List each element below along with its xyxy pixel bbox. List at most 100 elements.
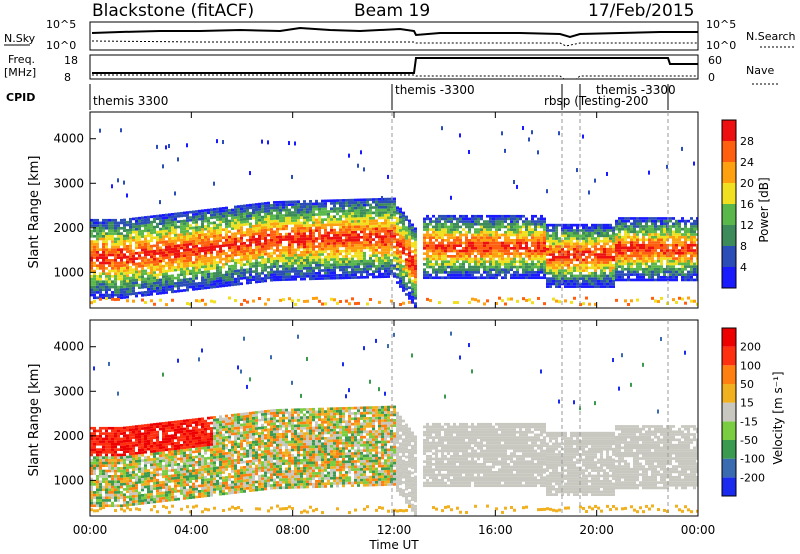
heatmap-cell xyxy=(579,277,582,280)
heatmap-cell xyxy=(468,225,471,229)
heatmap-cell xyxy=(315,253,318,256)
heatmap-cell xyxy=(378,240,381,244)
heatmap-cell xyxy=(564,269,567,272)
heatmap-cell xyxy=(663,267,666,271)
heatmap-cell xyxy=(129,284,132,288)
heatmap-cell xyxy=(486,252,489,255)
heatmap-cell xyxy=(357,276,360,279)
heatmap-cell xyxy=(162,251,165,255)
heatmap-cell xyxy=(609,274,612,278)
heatmap-cell xyxy=(150,247,153,251)
heatmap-cell xyxy=(492,222,495,226)
heatmap-cell xyxy=(249,233,252,236)
heatmap-cell xyxy=(411,231,414,235)
heatmap-cell xyxy=(96,232,99,235)
heatmap-cell xyxy=(375,222,378,225)
heatmap-cell xyxy=(405,261,408,264)
heatmap-cell xyxy=(330,207,333,211)
heatmap-cell xyxy=(252,208,255,212)
heatmap-cell xyxy=(369,243,372,247)
heatmap-cell xyxy=(642,257,645,260)
heatmap-cell xyxy=(438,254,441,258)
heatmap-cell xyxy=(540,220,543,223)
heatmap-cell xyxy=(429,249,432,253)
heatmap-cell xyxy=(414,286,417,289)
heatmap-cell xyxy=(636,225,639,228)
heatmap-cell xyxy=(294,208,297,212)
heatmap-cell xyxy=(102,256,105,259)
heatmap-cell xyxy=(540,271,543,274)
heatmap-cell xyxy=(501,217,504,221)
heatmap-cell xyxy=(231,264,234,268)
heatmap-cell xyxy=(681,241,684,244)
heatmap-cell xyxy=(615,246,618,250)
heatmap-cell xyxy=(363,233,366,236)
heatmap-cell xyxy=(399,207,402,211)
heatmap-cell xyxy=(363,167,365,172)
heatmap-cell xyxy=(354,238,357,242)
heatmap-cell xyxy=(468,149,470,154)
heatmap-cell xyxy=(522,220,525,223)
heatmap-cell xyxy=(576,266,579,270)
heatmap-cell xyxy=(528,233,531,237)
heatmap-cell xyxy=(255,243,258,246)
heatmap-cell xyxy=(531,222,534,226)
heatmap-cell xyxy=(666,219,669,223)
heatmap-cell xyxy=(621,267,624,271)
heatmap-cell xyxy=(312,272,315,275)
heatmap-cell xyxy=(603,253,606,256)
heatmap-cell xyxy=(438,220,441,223)
heatmap-cell xyxy=(573,274,576,278)
heatmap-cell xyxy=(519,257,522,261)
heatmap-cell xyxy=(165,264,168,268)
heatmap-cell xyxy=(264,212,267,216)
heatmap-cell xyxy=(510,233,513,237)
heatmap-cell xyxy=(498,296,501,300)
heatmap-cell xyxy=(369,273,372,276)
heatmap-cell xyxy=(153,257,156,261)
heatmap-cell xyxy=(300,256,303,260)
heatmap-cell xyxy=(321,250,324,254)
heatmap-cell xyxy=(375,206,378,209)
heatmap-cell xyxy=(507,260,510,264)
nsky-trace xyxy=(91,26,698,39)
heatmap-cell xyxy=(141,285,144,289)
heatmap-cell xyxy=(210,275,213,278)
heatmap-cell xyxy=(252,264,255,268)
heatmap-cell xyxy=(309,272,312,275)
heatmap-cell xyxy=(348,220,351,223)
heatmap-cell xyxy=(177,236,180,240)
heatmap-cell xyxy=(159,241,162,244)
heatmap-cell xyxy=(357,246,360,250)
heatmap-cell xyxy=(387,261,390,265)
heatmap-cell xyxy=(198,260,201,264)
heatmap-cell xyxy=(621,227,624,231)
heatmap-cell xyxy=(378,216,381,220)
heatmap-cell xyxy=(405,258,408,262)
heatmap-cell xyxy=(528,298,531,302)
heatmap-cell xyxy=(363,201,366,204)
heatmap-cell xyxy=(360,273,363,277)
heatmap-cell xyxy=(516,271,519,274)
heatmap-cell xyxy=(159,235,162,239)
heatmap-cell xyxy=(219,228,222,232)
heatmap-cell xyxy=(147,221,150,224)
heatmap-cell xyxy=(543,276,546,280)
heatmap-cell xyxy=(501,241,504,245)
heatmap-cell xyxy=(468,265,471,269)
heatmap-cell xyxy=(357,233,360,237)
heatmap-cell xyxy=(399,279,402,283)
heatmap-cell xyxy=(336,236,339,240)
heatmap-cell xyxy=(405,247,408,251)
heatmap-cell xyxy=(657,225,660,228)
heatmap-cell xyxy=(516,230,519,234)
heatmap-cell xyxy=(216,274,219,278)
heatmap-cell xyxy=(195,282,198,286)
heatmap-cell xyxy=(183,214,186,217)
heatmap-cell xyxy=(198,233,201,237)
heatmap-cell xyxy=(96,256,99,259)
heatmap-cell xyxy=(129,279,132,283)
heatmap-cell xyxy=(429,244,432,247)
heatmap-cell xyxy=(336,201,339,205)
heatmap-cell xyxy=(657,219,660,223)
